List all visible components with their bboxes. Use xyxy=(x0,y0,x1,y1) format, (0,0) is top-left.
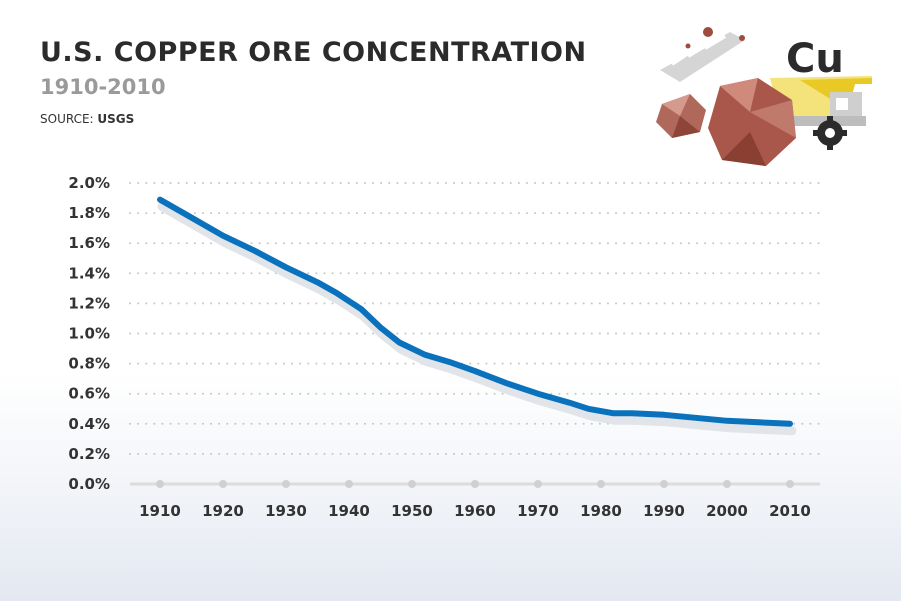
x-axis xyxy=(130,480,820,488)
series-line-shadow xyxy=(157,202,797,436)
x-tick-marker xyxy=(345,480,353,488)
chart-title: U.S. COPPER ORE CONCENTRATION xyxy=(40,37,587,68)
rock-icon xyxy=(656,78,796,166)
y-tick-label: 0.0% xyxy=(68,475,110,493)
series-line xyxy=(157,196,793,427)
y-tick-label: 0.2% xyxy=(68,445,110,463)
x-tick-label: 1940 xyxy=(328,502,370,520)
x-tick-marker xyxy=(219,480,227,488)
x-tick-marker xyxy=(282,480,290,488)
y-tick-label: 0.8% xyxy=(68,355,110,373)
source-value: USGS xyxy=(97,112,135,126)
source-line: SOURCE: USGS xyxy=(40,112,587,126)
x-tick-label: 1920 xyxy=(202,502,244,520)
x-tick-label: 2010 xyxy=(769,502,811,520)
x-tick-marker xyxy=(471,480,479,488)
x-tick-marker xyxy=(660,480,668,488)
x-tick-label: 1910 xyxy=(139,502,181,520)
x-tick-label: 1930 xyxy=(265,502,307,520)
x-axis-ticks: 1910 1920 1930 1940 1950 1960 1970 1980 1990 2000… xyxy=(139,502,811,520)
y-tick-label: 0.4% xyxy=(68,415,110,433)
x-tick-marker xyxy=(723,480,731,488)
x-tick-marker xyxy=(408,480,416,488)
gear-icon xyxy=(813,116,847,150)
x-tick-label: 1970 xyxy=(517,502,559,520)
element-symbol: Cu xyxy=(786,36,844,82)
x-tick-label: 1980 xyxy=(580,502,622,520)
x-tick-marker xyxy=(786,480,794,488)
chart-header: U.S. COPPER ORE CONCENTRATION 1910-2010 … xyxy=(40,36,587,126)
drill-bit-icon xyxy=(660,27,745,82)
x-tick-marker xyxy=(156,480,164,488)
x-tick-marker xyxy=(597,480,605,488)
mining-illustration: Cu xyxy=(656,27,872,166)
y-tick-label: 1.2% xyxy=(68,294,110,312)
chart-subtitle: 1910-2010 xyxy=(40,75,166,99)
x-tick-label: 1990 xyxy=(643,502,685,520)
y-tick-label: 2.0% xyxy=(68,174,110,192)
x-tick-marker xyxy=(534,480,542,488)
grid-lines xyxy=(129,182,821,455)
y-tick-label: 1.8% xyxy=(68,204,110,222)
y-tick-label: 1.6% xyxy=(68,234,110,252)
dump-truck-icon xyxy=(770,76,872,126)
y-tick-label: 1.4% xyxy=(68,264,110,282)
y-tick-label: 0.6% xyxy=(68,385,110,403)
x-tick-label: 2000 xyxy=(706,502,748,520)
source-label: SOURCE: xyxy=(40,112,94,126)
x-tick-label: 1960 xyxy=(454,502,496,520)
y-tick-label: 1.0% xyxy=(68,325,110,343)
x-tick-label: 1950 xyxy=(391,502,433,520)
y-axis-ticks: 0.0% 0.2% 0.4% 0.6% 0.8% 1.0% 1.2% 1.4% 1.6% 1.8%… xyxy=(68,174,110,493)
